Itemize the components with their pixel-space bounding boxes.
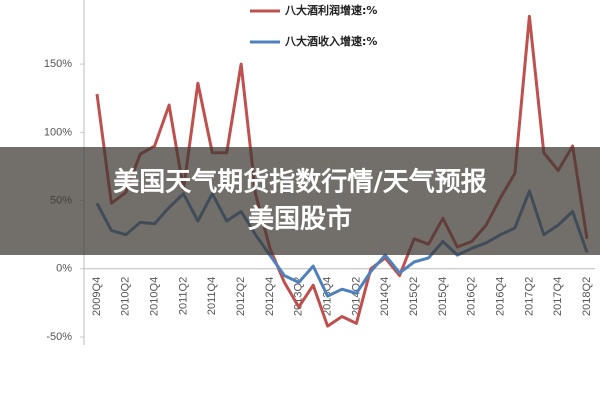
x-tick-label: 2016Q2 bbox=[466, 277, 478, 316]
legend-label: 八大酒利润增速:% bbox=[284, 3, 377, 17]
x-tick-label: 2018Q2 bbox=[581, 277, 593, 316]
x-tick-label: 2010Q2 bbox=[120, 277, 132, 316]
x-tick-label: 2013Q2 bbox=[293, 277, 305, 316]
x-tick-label: 2011Q4 bbox=[206, 277, 218, 315]
x-tick-label: 2011Q2 bbox=[177, 277, 189, 315]
x-tick-label: 2010Q4 bbox=[149, 277, 161, 316]
x-tick-label: 2012Q4 bbox=[264, 277, 276, 316]
banner-line: 美国股市 bbox=[248, 204, 352, 235]
y-tick-label: -50% bbox=[46, 331, 72, 343]
x-tick-label: 2014Q4 bbox=[379, 277, 391, 316]
legend-label: 八大酒收入增速:% bbox=[284, 34, 377, 48]
x-tick-label: 2009Q4 bbox=[91, 277, 103, 316]
banner-band bbox=[0, 147, 600, 255]
x-tick-label: 2017Q2 bbox=[523, 277, 535, 316]
y-tick-label: 150% bbox=[44, 58, 72, 70]
x-tick-label: 2016Q4 bbox=[494, 277, 506, 316]
legend: 八大酒利润增速:% 八大酒收入增速:% bbox=[250, 3, 377, 48]
x-tick-label: 2012Q2 bbox=[235, 277, 247, 316]
x-tick-label: 2015Q4 bbox=[437, 277, 449, 316]
y-tick-label: 100% bbox=[44, 126, 72, 138]
x-tick-label: 2017Q4 bbox=[552, 277, 564, 316]
x-tick-label: 2015Q2 bbox=[408, 277, 420, 316]
y-tick-label: 0% bbox=[56, 263, 72, 275]
banner-line: 美国天气期货指数行情/天气预报 bbox=[113, 167, 487, 198]
